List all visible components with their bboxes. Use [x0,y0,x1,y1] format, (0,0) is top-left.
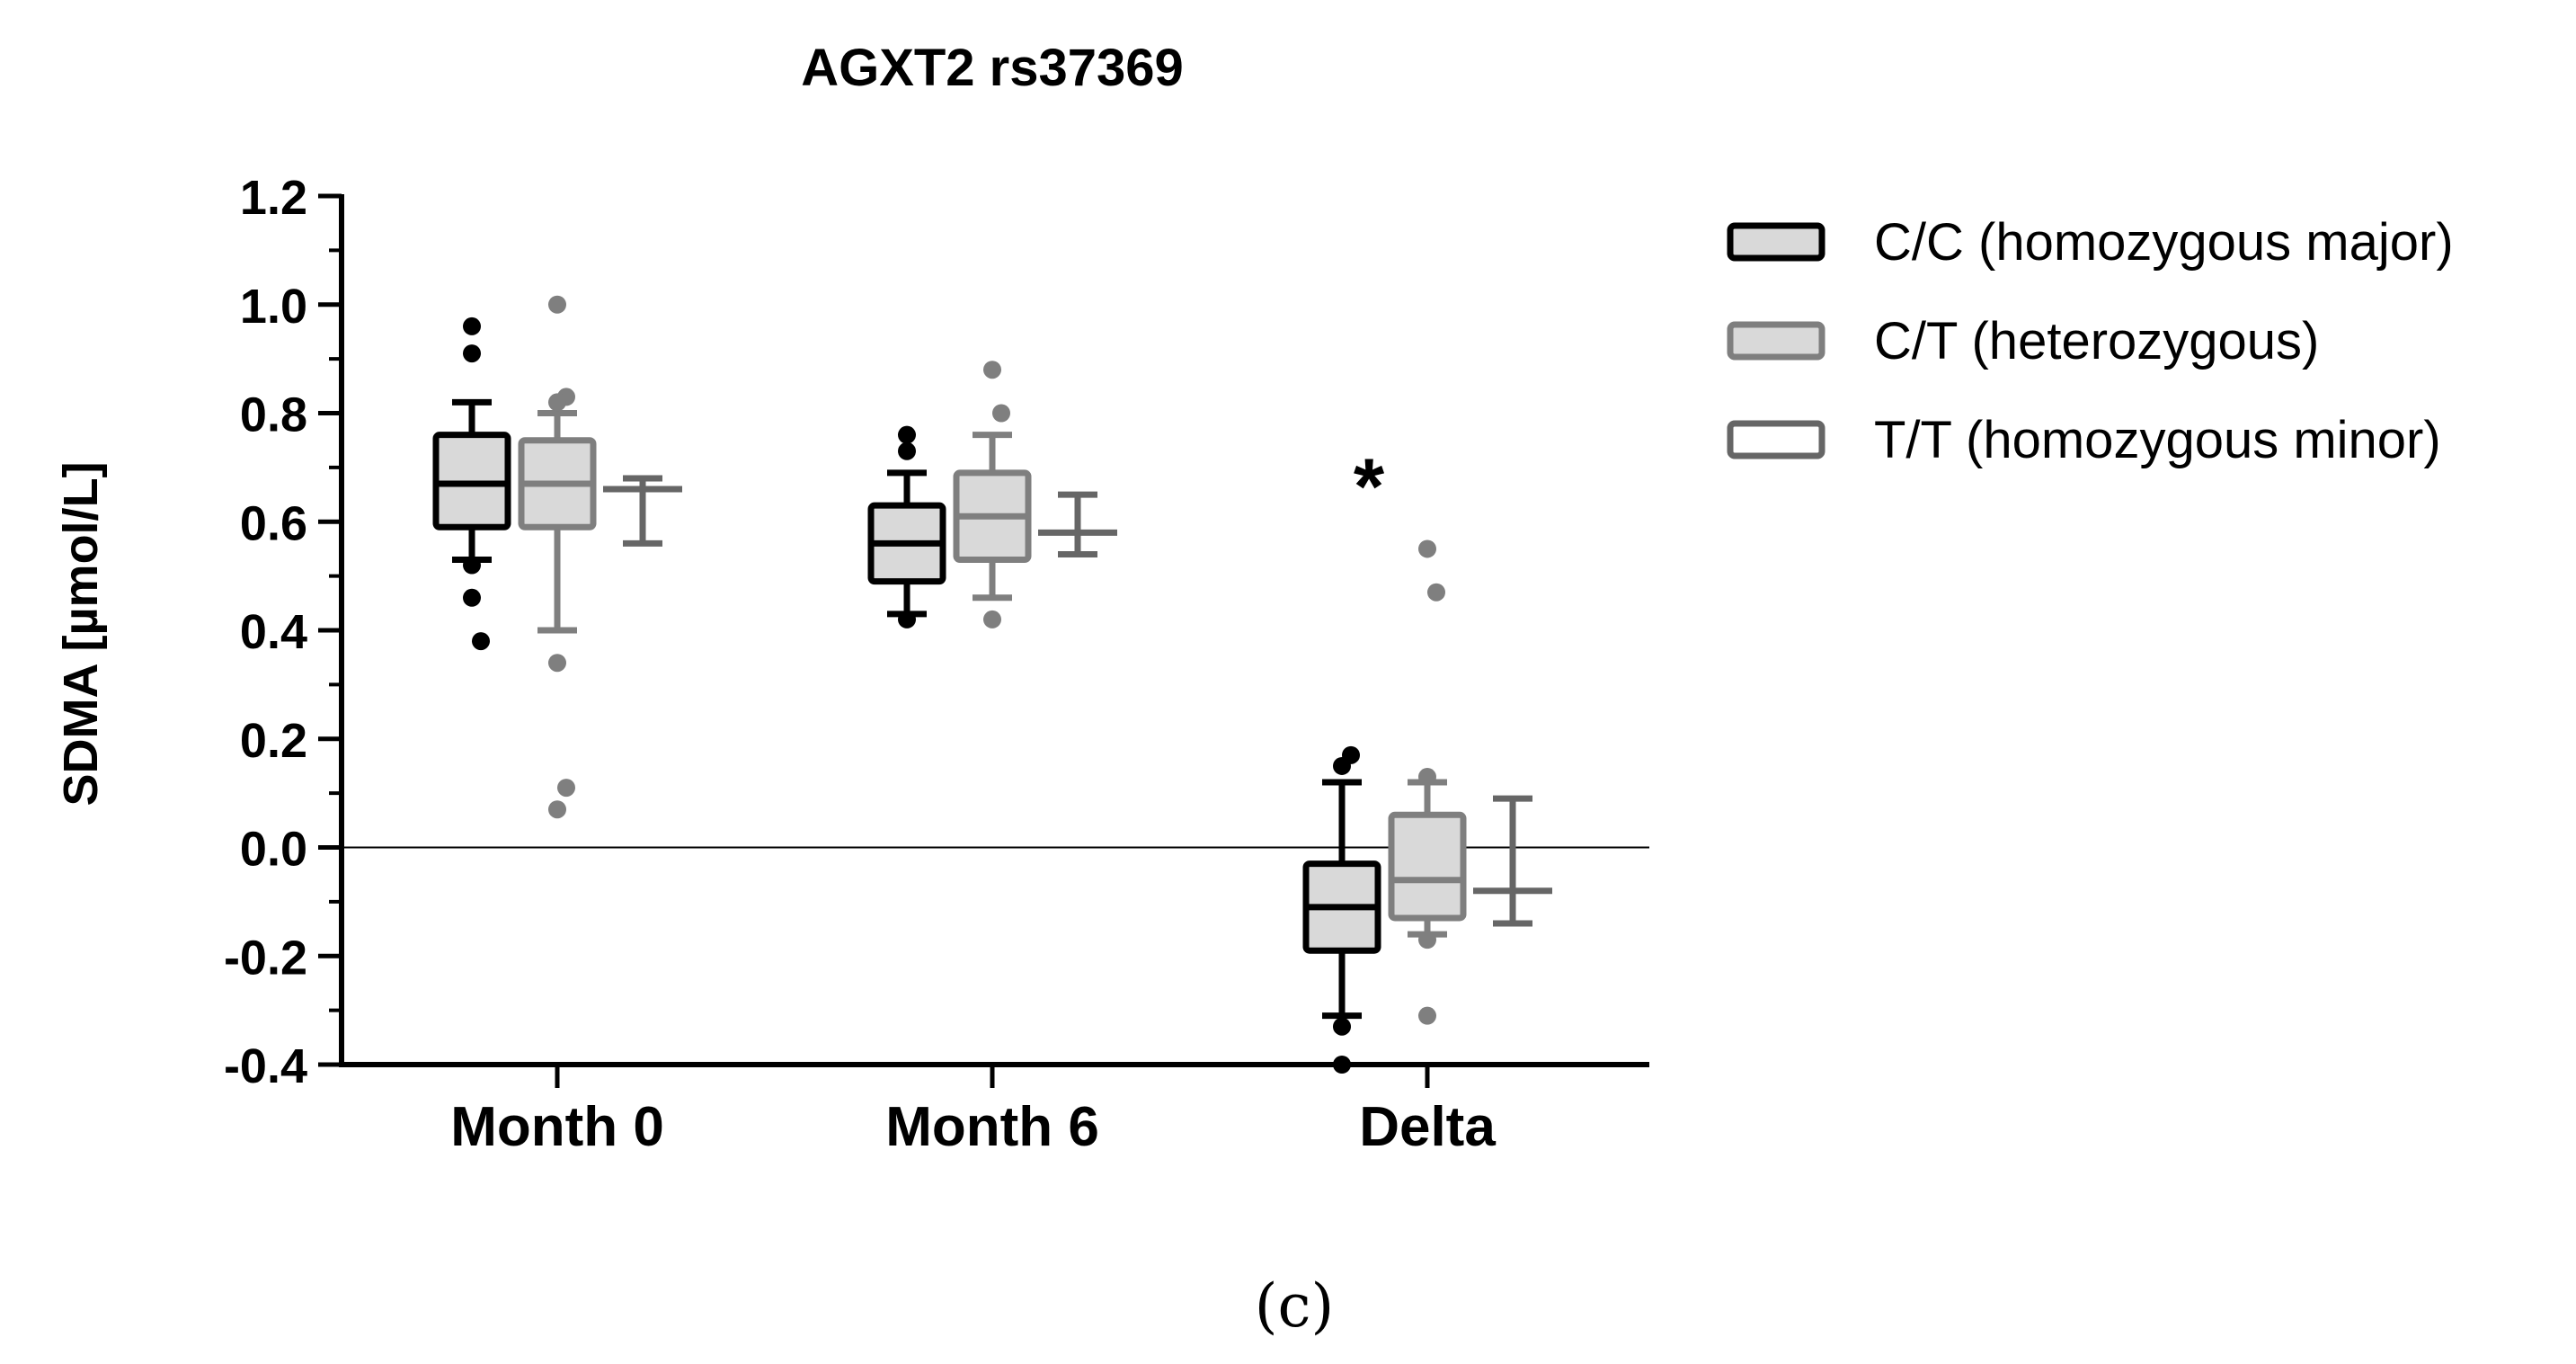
outlier-point [983,610,1001,629]
box-2-2 [1473,795,1552,927]
outlier-point [463,344,481,363]
outlier-point [548,295,566,314]
outlier-point [992,404,1010,423]
box-0-1 [867,425,946,629]
outlier-point [548,654,566,673]
box-iqr [1388,811,1467,922]
y-tick-label: 0.6 [240,496,307,550]
legend-swatch [1727,321,1825,361]
box-1-0 [518,295,597,819]
y-axis-label: SDMA [µmol/L] [54,461,108,806]
outlier-point [472,632,490,651]
outlier-point [1418,1006,1436,1025]
y-tick-label: 1.0 [240,280,307,334]
outlier-point [1418,539,1436,558]
outlier-point [463,316,481,335]
y-tick-label: 1.2 [240,171,307,225]
legend: C/C (homozygous major) C/T (heterozygous)… [1727,213,2454,469]
outlier-point [463,556,481,575]
outlier-point [1418,931,1436,949]
outlier-point [1333,1017,1351,1036]
outlier-point [983,361,1001,379]
plot-area: 1.2 1.0 0.8 0.6 0.4 0.2 0.0 -0.2 -0.4 Month 0 Mont… [224,171,1649,1158]
outlier-point [557,779,575,798]
legend-label: C/T (heterozygous) [1874,312,2319,370]
y-tick-label: -0.2 [224,931,307,985]
legend-swatch [1727,420,1825,459]
outlier-point [1333,756,1351,775]
chart-title: AGXT2 rs37369 [801,39,1184,97]
legend-label: T/T (homozygous minor) [1874,411,2441,469]
x-tick-label: Month 6 [885,1096,1099,1158]
outlier-point [463,588,481,607]
outlier-point [1427,583,1445,602]
significance-asterisk: * [1354,441,1385,530]
y-tick-label: 0.4 [240,605,307,659]
y-tick-label: 0.2 [240,714,307,768]
legend-swatch [1727,222,1825,262]
legend-label: C/C (homozygous major) [1874,213,2454,272]
box-2-1 [1038,491,1117,557]
box-1-2 [1388,539,1467,1025]
x-tick-label: Delta [1359,1096,1496,1158]
y-tick-label: -0.4 [224,1039,307,1093]
outlier-point [1418,768,1436,787]
box-2-0 [603,475,682,547]
outlier-point [548,800,566,819]
box-0-0 [432,316,511,651]
outlier-point [898,441,916,460]
outlier-point [1333,1056,1351,1074]
box-0-2 [1302,745,1381,1074]
box-1-1 [953,361,1032,629]
outlier-point [898,610,916,629]
figure-caption: (c) [1255,1271,1334,1341]
x-tick-label: Month 0 [450,1096,664,1158]
outlier-point [548,393,566,412]
y-tick-label: 0.0 [240,823,307,877]
y-tick-label: 0.8 [240,388,307,442]
outlier-point [898,425,916,444]
